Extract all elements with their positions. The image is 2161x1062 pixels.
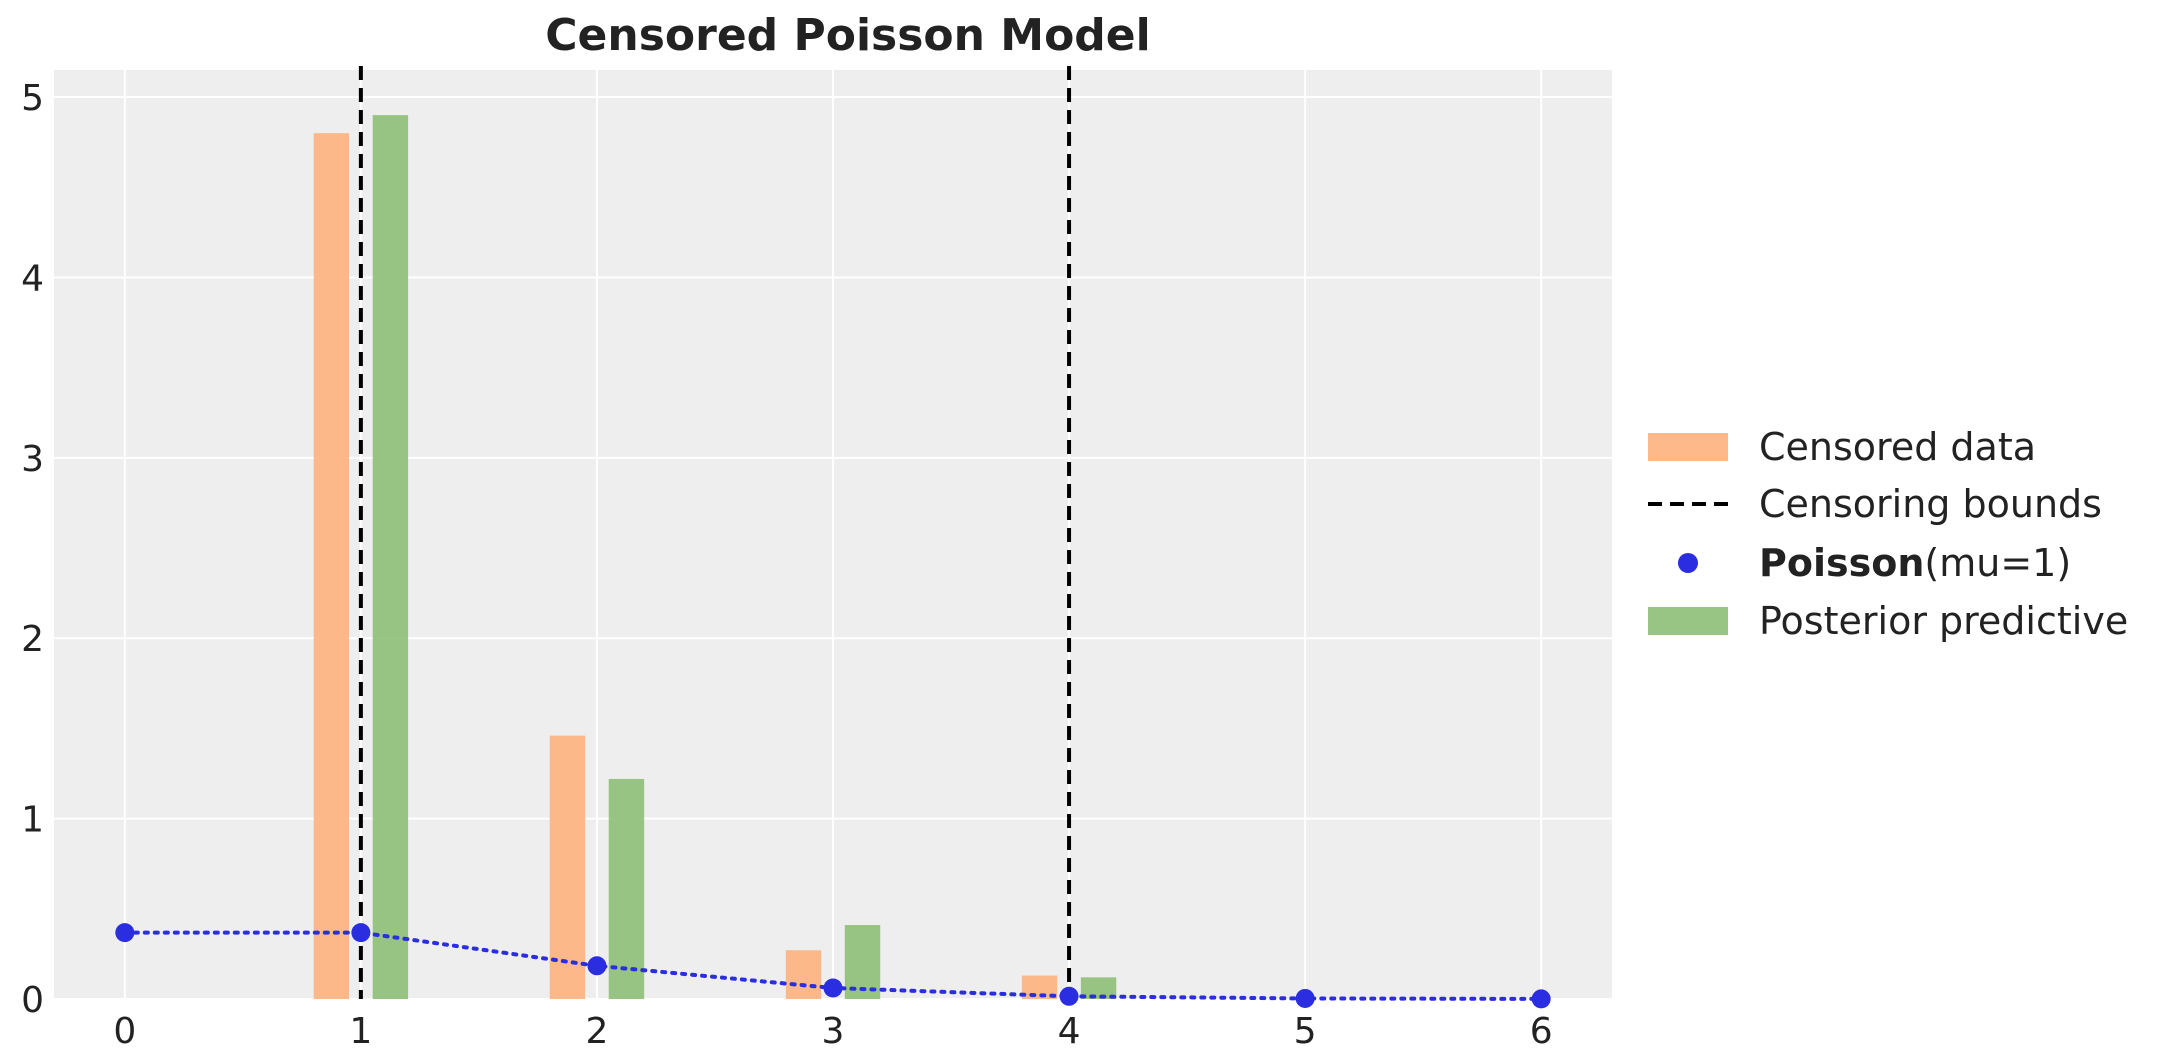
y-tick-label: 0 [21,980,44,1021]
legend: Censored data Censoring bounds Poisson(mu=… [1648,425,2128,643]
y-tick-label: 5 [21,78,44,119]
x-tick-label: 3 [822,1011,845,1052]
bar [372,115,409,999]
bars [313,115,1117,999]
bar [608,778,645,999]
x-tick-label: 4 [1058,1011,1081,1052]
poisson-point [1059,986,1079,1006]
legend-swatch [1648,433,1728,461]
bar [549,735,586,999]
bar [313,133,350,999]
legend-label: Censored data [1759,425,2036,469]
poisson-point [115,923,135,943]
legend-label: Poisson(mu=1) [1759,541,2071,585]
poisson-point [351,923,371,943]
y-tick-label: 3 [21,439,44,480]
x-tick-label: 6 [1530,1011,1553,1052]
bar [844,925,881,999]
bar [785,950,822,999]
x-tick-label: 0 [113,1011,136,1052]
poisson-point [1531,989,1551,1009]
y-tick-label: 2 [21,619,44,660]
x-tick-label: 5 [1294,1011,1317,1052]
censoring-bounds [358,66,1072,999]
legend-label: Posterior predictive [1759,599,2128,643]
y-tick-label: 4 [21,258,44,299]
poisson-point [1295,988,1315,1008]
x-tick-label: 1 [349,1011,372,1052]
poisson-point [823,978,843,998]
bar [1080,977,1117,999]
y-tick-label: 1 [21,800,44,841]
poisson-series [115,923,1551,1009]
poisson-point [587,956,607,976]
chart-title: Censored Poisson Model [545,10,1150,61]
legend-swatch [1648,607,1728,635]
legend-label: Censoring bounds [1759,482,2102,526]
x-tick-label: 2 [585,1011,608,1052]
legend-marker [1678,553,1698,573]
tick-labels: 0 1 2 3 4 5 6 0 1 2 3 4 5 [21,78,1553,1052]
